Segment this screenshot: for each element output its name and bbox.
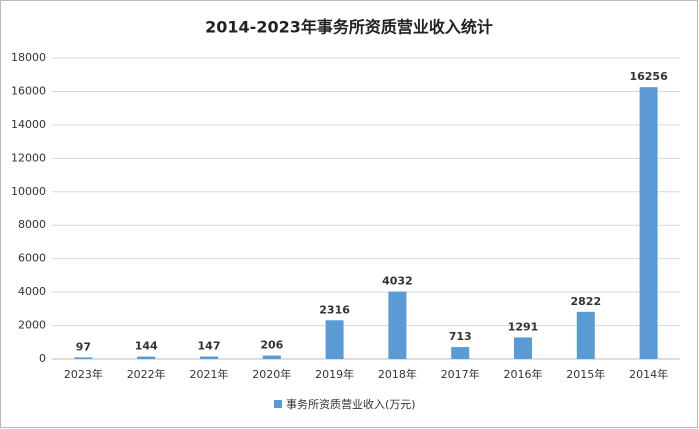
- data-label: 97: [76, 340, 91, 353]
- y-tick-label: 6000: [18, 252, 46, 265]
- x-tick-label: 2021年: [190, 367, 229, 381]
- x-tick-label: 2019年: [315, 367, 354, 381]
- data-label: 206: [260, 339, 283, 352]
- legend-label: 事务所资质营业收入(万元): [286, 397, 416, 411]
- bar: [514, 337, 532, 359]
- bar: [576, 311, 595, 359]
- y-tick-label: 10000: [11, 185, 46, 198]
- y-tick-label: 0: [39, 352, 46, 365]
- data-label: 144: [135, 340, 158, 353]
- x-tick-label: 2015年: [566, 367, 605, 381]
- data-label: 16256: [629, 70, 668, 83]
- x-tick-label: 2023年: [64, 367, 103, 381]
- x-tick-label: 2020年: [252, 367, 291, 381]
- bar: [74, 357, 93, 359]
- data-label: 4032: [382, 275, 413, 288]
- y-tick-label: 18000: [11, 51, 46, 64]
- x-tick-label: 2016年: [504, 367, 543, 381]
- y-tick-label: 4000: [18, 285, 46, 298]
- x-tick-label: 2014年: [629, 367, 668, 381]
- legend-swatch: [274, 400, 282, 408]
- data-label: 1291: [508, 320, 539, 333]
- data-label: 713: [449, 330, 472, 343]
- chart-title: 2014-2023年事务所资质营业收入统计: [205, 18, 493, 37]
- y-tick-label: 14000: [11, 118, 46, 131]
- bar: [325, 320, 344, 359]
- data-label: 2316: [319, 303, 350, 316]
- data-label: 2822: [570, 295, 601, 308]
- data-label: 147: [198, 340, 221, 353]
- y-tick-label: 16000: [11, 84, 46, 97]
- bar: [262, 355, 281, 359]
- bar: [200, 356, 218, 359]
- y-tick-label: 2000: [18, 319, 46, 332]
- y-tick-label: 8000: [18, 218, 46, 231]
- x-tick-label: 2017年: [441, 367, 480, 381]
- bar: [639, 87, 658, 359]
- y-tick-label: 12000: [11, 151, 46, 164]
- bar: [388, 291, 407, 359]
- bar: [137, 356, 156, 359]
- x-tick-label: 2022年: [127, 367, 166, 381]
- x-tick-label: 2018年: [378, 367, 417, 381]
- bar: [451, 347, 470, 359]
